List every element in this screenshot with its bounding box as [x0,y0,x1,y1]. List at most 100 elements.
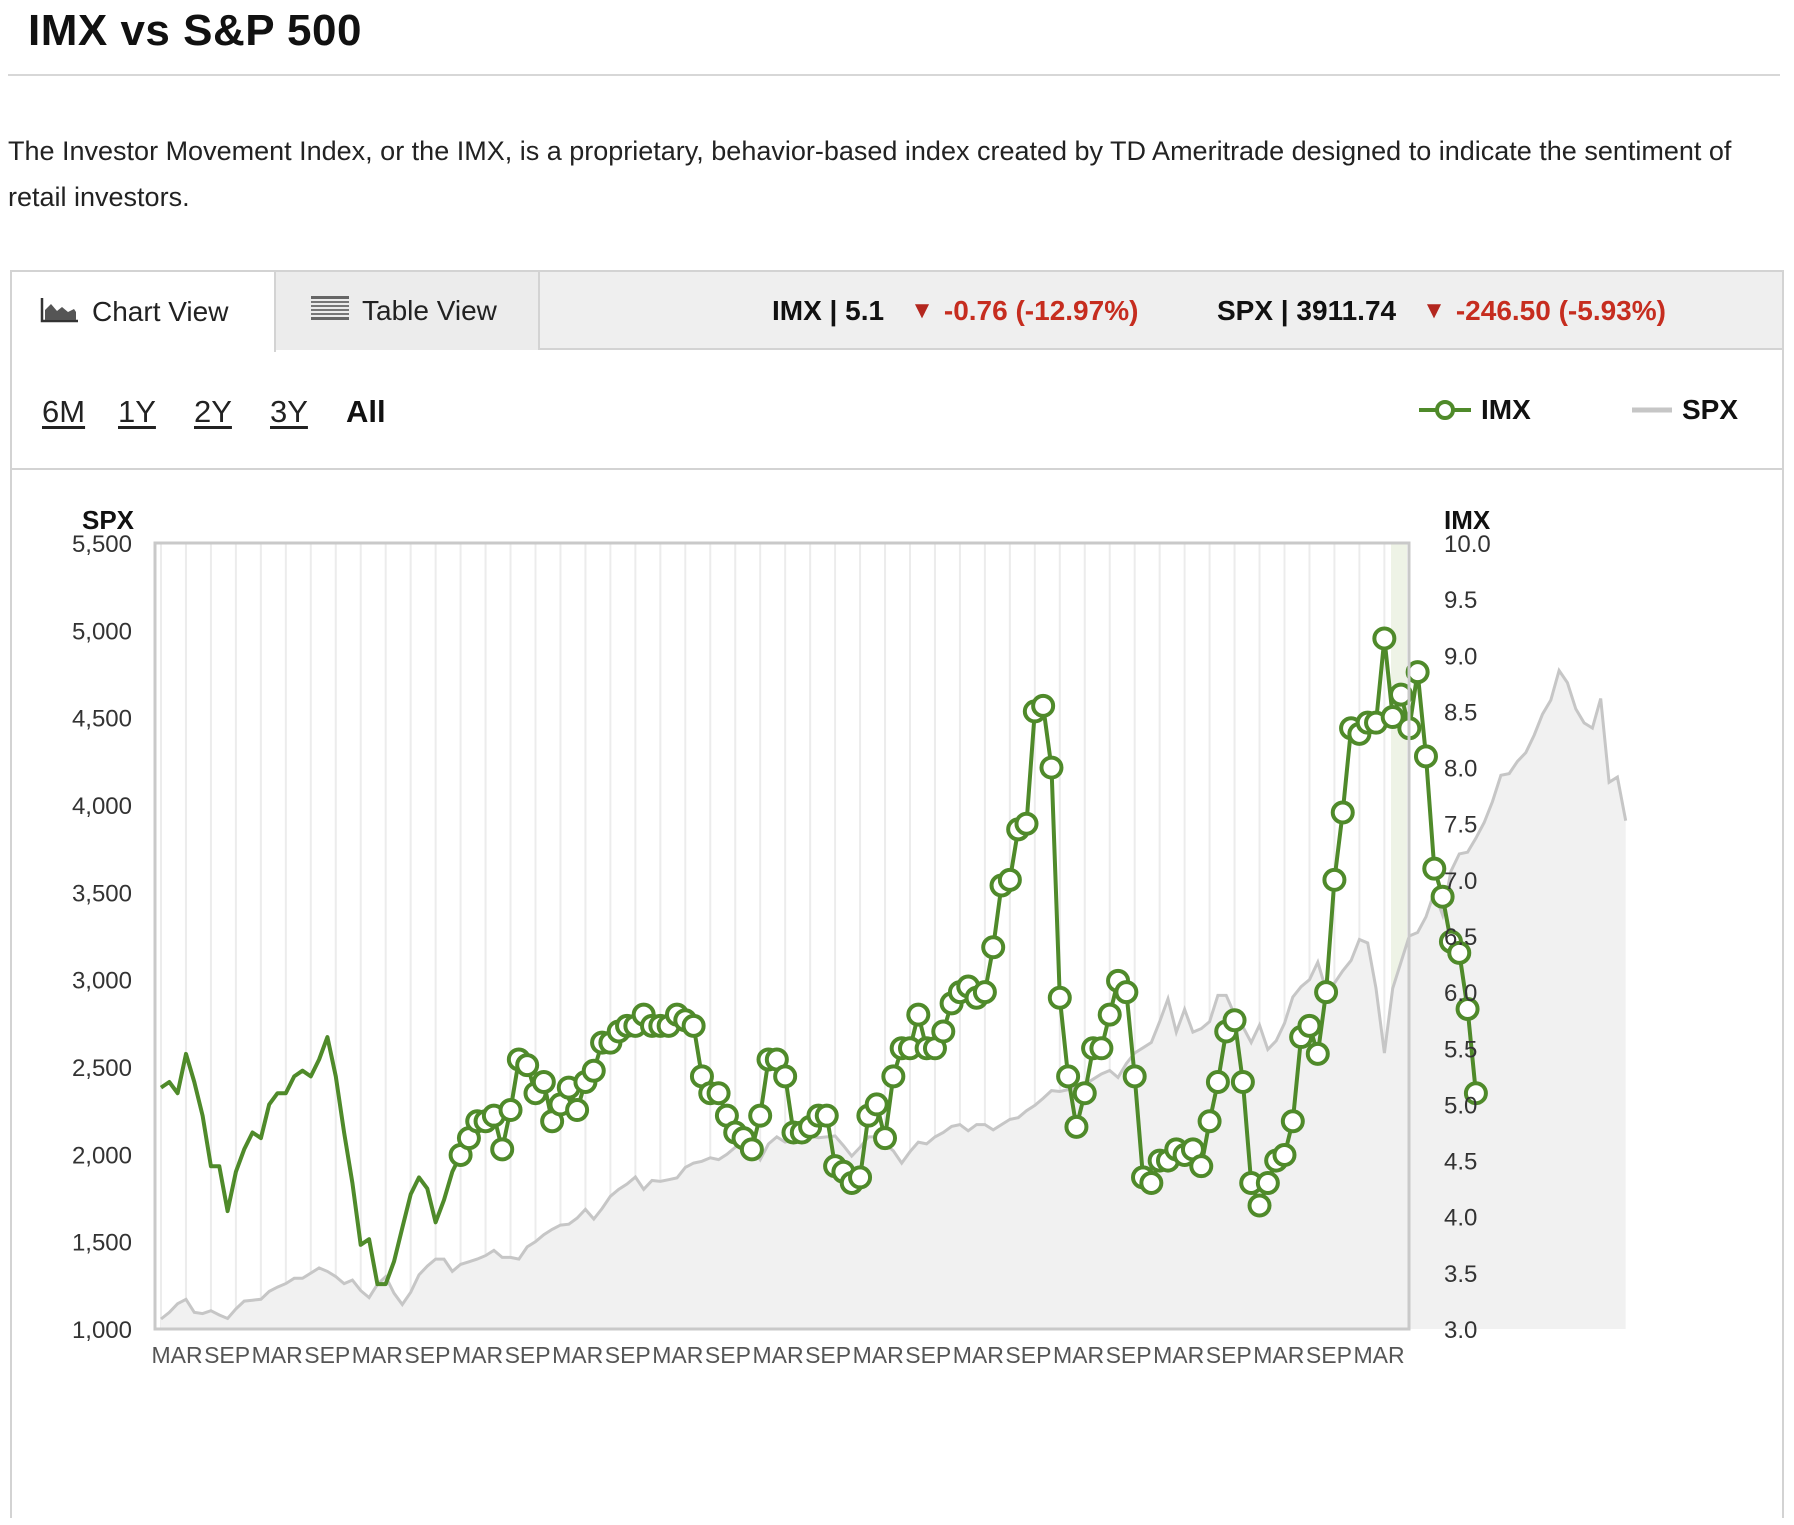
right-axis-tick-label: 8.0 [1444,756,1477,783]
imx-point[interactable] [1380,705,1405,730]
imx-point[interactable] [1072,1081,1097,1106]
left-axis-title: SPX [82,505,135,535]
imx-point[interactable] [1014,811,1039,836]
imx-point[interactable] [1463,1081,1488,1106]
imx-point[interactable] [1322,867,1347,892]
imx-point[interactable] [681,1013,706,1038]
imx-point[interactable] [1447,940,1472,965]
legend-imx[interactable]: IMX [1417,394,1531,426]
plot-border [153,541,1411,1331]
imx-point[interactable] [1047,985,1072,1010]
range-3y[interactable]: 3Y [270,394,308,429]
imx-point[interactable] [881,1064,906,1089]
tab-chart-view[interactable]: Chart View [12,272,276,352]
imx-point[interactable] [581,1058,606,1083]
imx-point[interactable] [873,1126,898,1151]
imx-point[interactable] [848,1165,873,1190]
right-axis-title: IMX [1444,505,1491,535]
imx-point[interactable] [748,1103,773,1128]
imx-point[interactable] [1330,800,1355,825]
right-axis-tick-label: 6.0 [1444,980,1477,1007]
imx-point[interactable] [1222,1008,1247,1033]
imx-point[interactable] [1280,1109,1305,1134]
imx-point[interactable] [739,1137,764,1162]
imx-point[interactable] [1305,1041,1330,1066]
imx-point[interactable] [1089,1036,1114,1061]
imx-point[interactable] [706,1081,731,1106]
left-axis-tick-label: 5,500 [72,531,132,558]
right-axis-tick-label: 4.5 [1444,1149,1477,1176]
imx-point[interactable] [1205,1069,1230,1094]
spx-line [160,666,1628,1321]
range-6m[interactable]: 6M [42,394,86,429]
left-axis-tick-label: 3,500 [72,880,132,907]
imx-point[interactable] [972,980,997,1005]
x-axis-tick-label: MAR [853,1342,904,1368]
imx-point[interactable] [981,935,1006,960]
imx-point[interactable] [1413,744,1438,769]
left-axis-tick-label: 2,000 [72,1142,132,1169]
left-axis-tick-label: 4,500 [72,706,132,733]
right-axis-tick-label: 5.0 [1444,1092,1477,1119]
range-all[interactable]: All [346,394,386,429]
imx-point[interactable] [1189,1154,1214,1179]
imx-point[interactable] [1197,1109,1222,1134]
x-axis-tick-label: SEP [905,1342,951,1368]
imx-point[interactable] [1405,660,1430,685]
imx-point[interactable] [515,1053,540,1078]
imx-point[interactable] [1039,755,1064,780]
x-axis-tick-label: SEP [204,1342,250,1368]
imx-point[interactable] [997,867,1022,892]
imx-point[interactable] [1122,1064,1147,1089]
imx-point[interactable] [1372,626,1397,651]
imx-point[interactable] [773,1064,798,1089]
imx-point[interactable] [1139,1171,1164,1196]
imx-point[interactable] [1314,980,1339,1005]
x-axis-tick-label: SEP [705,1342,751,1368]
tab-table-view-label: Table View [362,295,497,326]
imx-point[interactable] [1064,1114,1089,1139]
imx-point[interactable] [565,1098,590,1123]
imx-vs-spx-chart: SPX IMX 1,000 1,500 2,000 2,500 3,000 3,500 4,… [72,505,1628,1368]
imx-point[interactable] [906,1002,931,1027]
imx-point[interactable] [1430,884,1455,909]
tab-table-view[interactable]: Table View [276,272,540,350]
imx-point[interactable] [1422,856,1447,881]
imx-point[interactable] [1455,996,1480,1021]
x-axis-tick-label: SEP [1306,1342,1352,1368]
imx-point[interactable] [498,1098,523,1123]
imx-point[interactable] [1255,1171,1280,1196]
range-2y[interactable]: 2Y [194,394,232,429]
right-axis-tick-label: 10.0 [1444,531,1491,558]
imx-quote: IMX | 5.1 ▼ -0.76 (-12.97%) [772,272,1138,350]
x-axis-tick-label: SEP [1005,1342,1051,1368]
imx-point[interactable] [490,1137,515,1162]
imx-point[interactable] [1114,980,1139,1005]
right-axis-tick-label: 7.5 [1444,812,1477,839]
imx-point[interactable] [1247,1193,1272,1218]
imx-point[interactable] [1097,1002,1122,1027]
left-axis-tick-label: 1,000 [72,1317,132,1344]
imx-point[interactable] [1389,682,1413,707]
imx-point[interactable] [814,1103,839,1128]
imx-point[interactable] [931,1019,956,1044]
imx-point[interactable] [1056,1064,1081,1089]
x-axis-tick-label: MAR [1153,1342,1204,1368]
right-axis-tick-label: 6.5 [1444,924,1477,951]
legend-spx[interactable]: SPX [1630,394,1738,426]
left-axis-tick-label: 3,000 [72,968,132,995]
table-lines-icon [310,293,350,330]
x-axis-tick-label: MAR [953,1342,1004,1368]
area-chart-icon [40,294,80,331]
range-1y[interactable]: 1Y [118,394,156,429]
imx-point[interactable] [1230,1069,1255,1094]
imx-point[interactable] [864,1092,889,1117]
imx-point[interactable] [1297,1013,1322,1038]
x-axis-tick-label: MAR [752,1342,803,1368]
x-axis-tick-label: MAR [1053,1342,1104,1368]
left-axis-tick-label: 2,500 [72,1055,132,1082]
imx-point[interactable] [531,1069,556,1094]
imx-point[interactable] [1272,1142,1297,1167]
down-arrow-icon: ▼ [910,297,934,324]
imx-point[interactable] [1031,693,1056,718]
